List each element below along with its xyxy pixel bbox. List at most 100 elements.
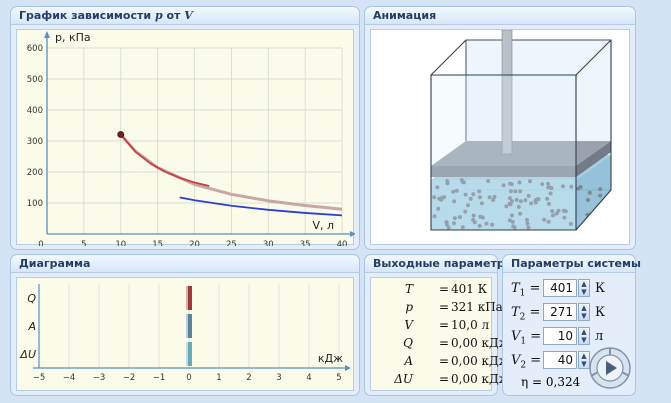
diagram-panel: Диаграмма −5 −4 −3 −2 −1 0 1 2 3 4 5 Q A ΔU кДж xyxy=(10,254,360,396)
gas-particle xyxy=(513,189,518,194)
param-unit: л xyxy=(595,329,604,344)
graph-panel: График зависимости p от V 0 5 10 15 20 25 30 35… xyxy=(10,6,360,250)
gas-particle xyxy=(444,220,449,225)
system-panel: Параметры системы T1 = 401 ▲ ▼ К T2 = 271… xyxy=(502,254,641,396)
bar-highlight xyxy=(186,342,188,366)
gas-particle xyxy=(492,194,497,199)
gas-particle xyxy=(517,180,522,185)
gas-particle xyxy=(454,188,459,193)
x-tick-label: 20 xyxy=(189,240,200,246)
x-tick-label: 30 xyxy=(263,240,274,246)
gas-particle xyxy=(529,201,534,206)
gas-particle xyxy=(437,196,442,201)
output-equals: = xyxy=(439,336,450,350)
gas-particle xyxy=(510,213,514,218)
gas-particle xyxy=(518,211,523,216)
output-value: 401 К xyxy=(451,282,488,296)
diagram-row-label: A xyxy=(27,320,36,333)
gas-particle xyxy=(518,199,523,204)
gas-particle xyxy=(478,214,483,219)
system-panel-title: Параметры системы xyxy=(503,255,641,273)
efficiency-readout: η = 0,324 xyxy=(521,375,580,389)
spin-up-icon[interactable]: ▲ xyxy=(581,328,587,336)
piston-side xyxy=(576,141,611,177)
gas-particle xyxy=(491,198,496,202)
gas-particle xyxy=(546,219,551,224)
gas-particle xyxy=(556,208,561,213)
gas-particle xyxy=(507,196,512,201)
t1-spinner[interactable]: ▲ ▼ xyxy=(578,279,590,297)
spin-up-icon[interactable]: ▲ xyxy=(581,280,587,288)
gas-particle xyxy=(586,198,590,202)
gas-particle xyxy=(526,225,531,230)
gas-particle xyxy=(435,185,440,190)
gas-particle xyxy=(477,195,482,200)
gas-particle xyxy=(468,196,473,201)
gas-particle xyxy=(452,216,457,221)
spin-down-icon[interactable]: ▼ xyxy=(581,360,587,368)
animation-panel-title: Анимация xyxy=(365,7,635,25)
param-label: T1 = xyxy=(511,281,541,299)
output-equals: = xyxy=(439,354,450,368)
spin-down-icon[interactable]: ▼ xyxy=(581,336,587,344)
gas-particle xyxy=(562,215,567,220)
output-equals: = xyxy=(439,318,450,332)
output-label: T xyxy=(404,282,413,296)
spin-down-icon[interactable]: ▼ xyxy=(581,288,587,296)
param-label: T2 = xyxy=(511,305,541,323)
container-front xyxy=(430,74,577,231)
param-unit: К xyxy=(595,305,606,320)
spin-up-icon[interactable]: ▲ xyxy=(581,304,587,312)
gas-particle xyxy=(471,213,476,218)
t2-input[interactable]: 271 xyxy=(543,303,577,321)
gas-particle xyxy=(501,183,506,188)
bar-highlight xyxy=(186,314,188,338)
energy-diagram: −5 −4 −3 −2 −1 0 1 2 3 4 5 Q A ΔU кДж xyxy=(19,284,351,383)
t2-spinner[interactable]: ▲ ▼ xyxy=(578,303,590,321)
play-icon xyxy=(606,361,617,375)
grid xyxy=(47,47,343,234)
gas-particle xyxy=(528,179,532,184)
gas-particle xyxy=(486,179,491,183)
spin-up-icon[interactable]: ▲ xyxy=(581,352,587,360)
gas-particle xyxy=(508,181,512,186)
animation-panel: Анимация xyxy=(364,6,636,250)
y-axis-label: p, кПа xyxy=(55,31,91,44)
gas-particle xyxy=(546,185,551,190)
gas-particle xyxy=(551,213,555,218)
v2-input[interactable]: 40 xyxy=(543,351,577,369)
param-unit: К xyxy=(595,281,606,296)
gas-particle xyxy=(487,195,492,200)
gas-particle xyxy=(542,217,547,222)
play-control[interactable] xyxy=(587,345,633,391)
x-tick-label: 0 xyxy=(38,240,43,246)
output-label: A xyxy=(404,354,413,368)
gas-particle xyxy=(540,182,545,187)
gas-particle xyxy=(550,209,555,214)
output-value: 0,00 кДж xyxy=(451,336,510,350)
output-label: ΔU xyxy=(394,372,413,386)
gas-particle xyxy=(545,196,550,201)
animation-area xyxy=(370,29,630,245)
x-tick-label: 35 xyxy=(300,240,311,246)
v1-spinner[interactable]: ▲ ▼ xyxy=(578,327,590,345)
diagram-tick-label: 1 xyxy=(216,373,221,383)
gas-particle xyxy=(549,186,554,191)
gas-particle xyxy=(516,204,521,209)
gas-particle xyxy=(504,204,509,209)
gas-particle xyxy=(533,200,538,205)
gas-particle xyxy=(490,222,495,227)
diagram-tick-label: 5 xyxy=(336,373,341,383)
gas-particle xyxy=(546,201,551,206)
gas-particle xyxy=(463,192,468,197)
output-panel-title: Выходные параметры xyxy=(365,255,515,273)
gas-particle xyxy=(507,201,512,206)
gas-particle xyxy=(598,187,603,192)
v1-input[interactable]: 10 xyxy=(543,327,577,345)
v2-spinner[interactable]: ▲ ▼ xyxy=(578,351,590,369)
y-tick-label: 300 xyxy=(27,137,43,147)
spin-down-icon[interactable]: ▼ xyxy=(581,312,587,320)
x-tick-label: 25 xyxy=(226,240,237,246)
t1-input[interactable]: 401 xyxy=(543,279,577,297)
